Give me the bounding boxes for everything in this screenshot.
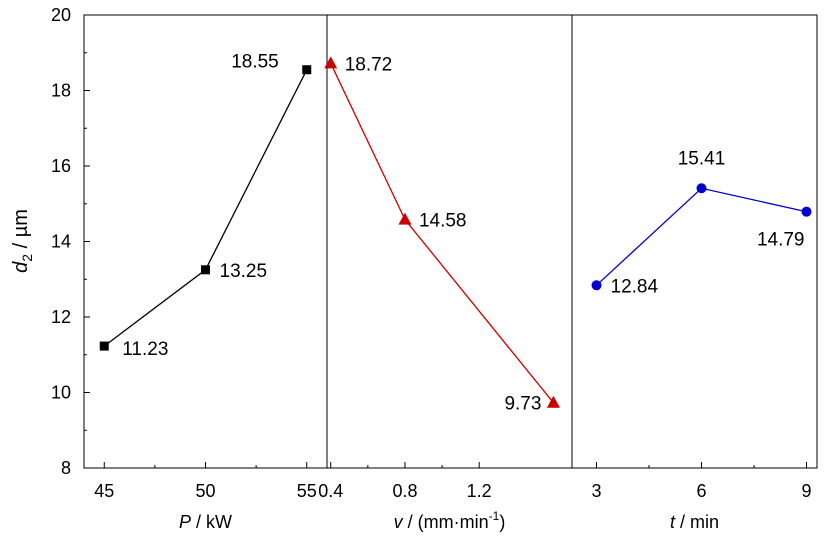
x-tick-label: 9 xyxy=(801,481,811,501)
x-axis-label: t / min xyxy=(670,512,719,532)
series-line xyxy=(330,63,554,404)
y-tick-label: 12 xyxy=(51,307,71,327)
data-label: 14.79 xyxy=(757,230,805,251)
y-tick-label: 8 xyxy=(61,458,71,478)
plot-border xyxy=(83,14,818,469)
data-label: 18.55 xyxy=(231,52,279,73)
y-tick-label: 16 xyxy=(51,156,71,176)
data-label: 18.72 xyxy=(345,54,393,75)
data-point xyxy=(324,56,338,69)
y-tick-label: 10 xyxy=(51,383,71,403)
series-line xyxy=(103,69,308,347)
data-point xyxy=(546,395,560,408)
x-tick-label: 1.2 xyxy=(467,481,492,501)
x-axis-label: P / kW xyxy=(179,512,232,532)
y-axis: 8 10 12 14 16 18 20 d2 / µm xyxy=(10,5,90,478)
x-tick-label: 50 xyxy=(195,481,215,501)
plot-frame xyxy=(83,14,818,469)
y-tick-label: 14 xyxy=(51,232,71,252)
data-point xyxy=(99,341,109,351)
x-tick-label: 55 xyxy=(297,481,317,501)
x-tick-label: 6 xyxy=(696,481,706,501)
data-point xyxy=(591,280,602,291)
data-label: 9.73 xyxy=(504,394,541,415)
x-axis-label: v / (mm·min-1) xyxy=(394,509,506,532)
data-point xyxy=(201,265,210,275)
x-tick-label: 3 xyxy=(591,481,601,501)
panel-3: 3 6 9 t / min 12.84 15.41 14.79 xyxy=(591,148,811,532)
data-point xyxy=(801,206,812,217)
x-tick-label: 0.4 xyxy=(318,481,343,501)
panel-1: 45 50 55 P / kW 11.23 13.25 18.55 xyxy=(94,52,317,532)
data-point xyxy=(302,65,312,75)
y-tick-label: 20 xyxy=(51,5,71,25)
panel-2: 0.4 0.8 1.2 v / (mm·min-1) 18.72 14.58 9.73 xyxy=(318,54,560,532)
data-label: 12.84 xyxy=(611,276,659,297)
y-tick-label: 18 xyxy=(51,81,71,101)
panels: 45 50 55 P / kW 11.23 13.25 18.55 0.4 0.8 1.2 v / … xyxy=(94,52,811,532)
x-tick-label: 0.8 xyxy=(392,481,417,501)
data-label: 11.23 xyxy=(122,339,168,360)
data-label: 15.41 xyxy=(678,148,726,169)
y-axis-label: d2 / µm xyxy=(10,209,35,273)
data-point xyxy=(696,183,707,194)
data-point xyxy=(398,212,412,225)
data-label: 13.25 xyxy=(220,261,268,282)
data-label: 14.58 xyxy=(419,211,467,232)
x-tick-label: 45 xyxy=(94,481,114,501)
